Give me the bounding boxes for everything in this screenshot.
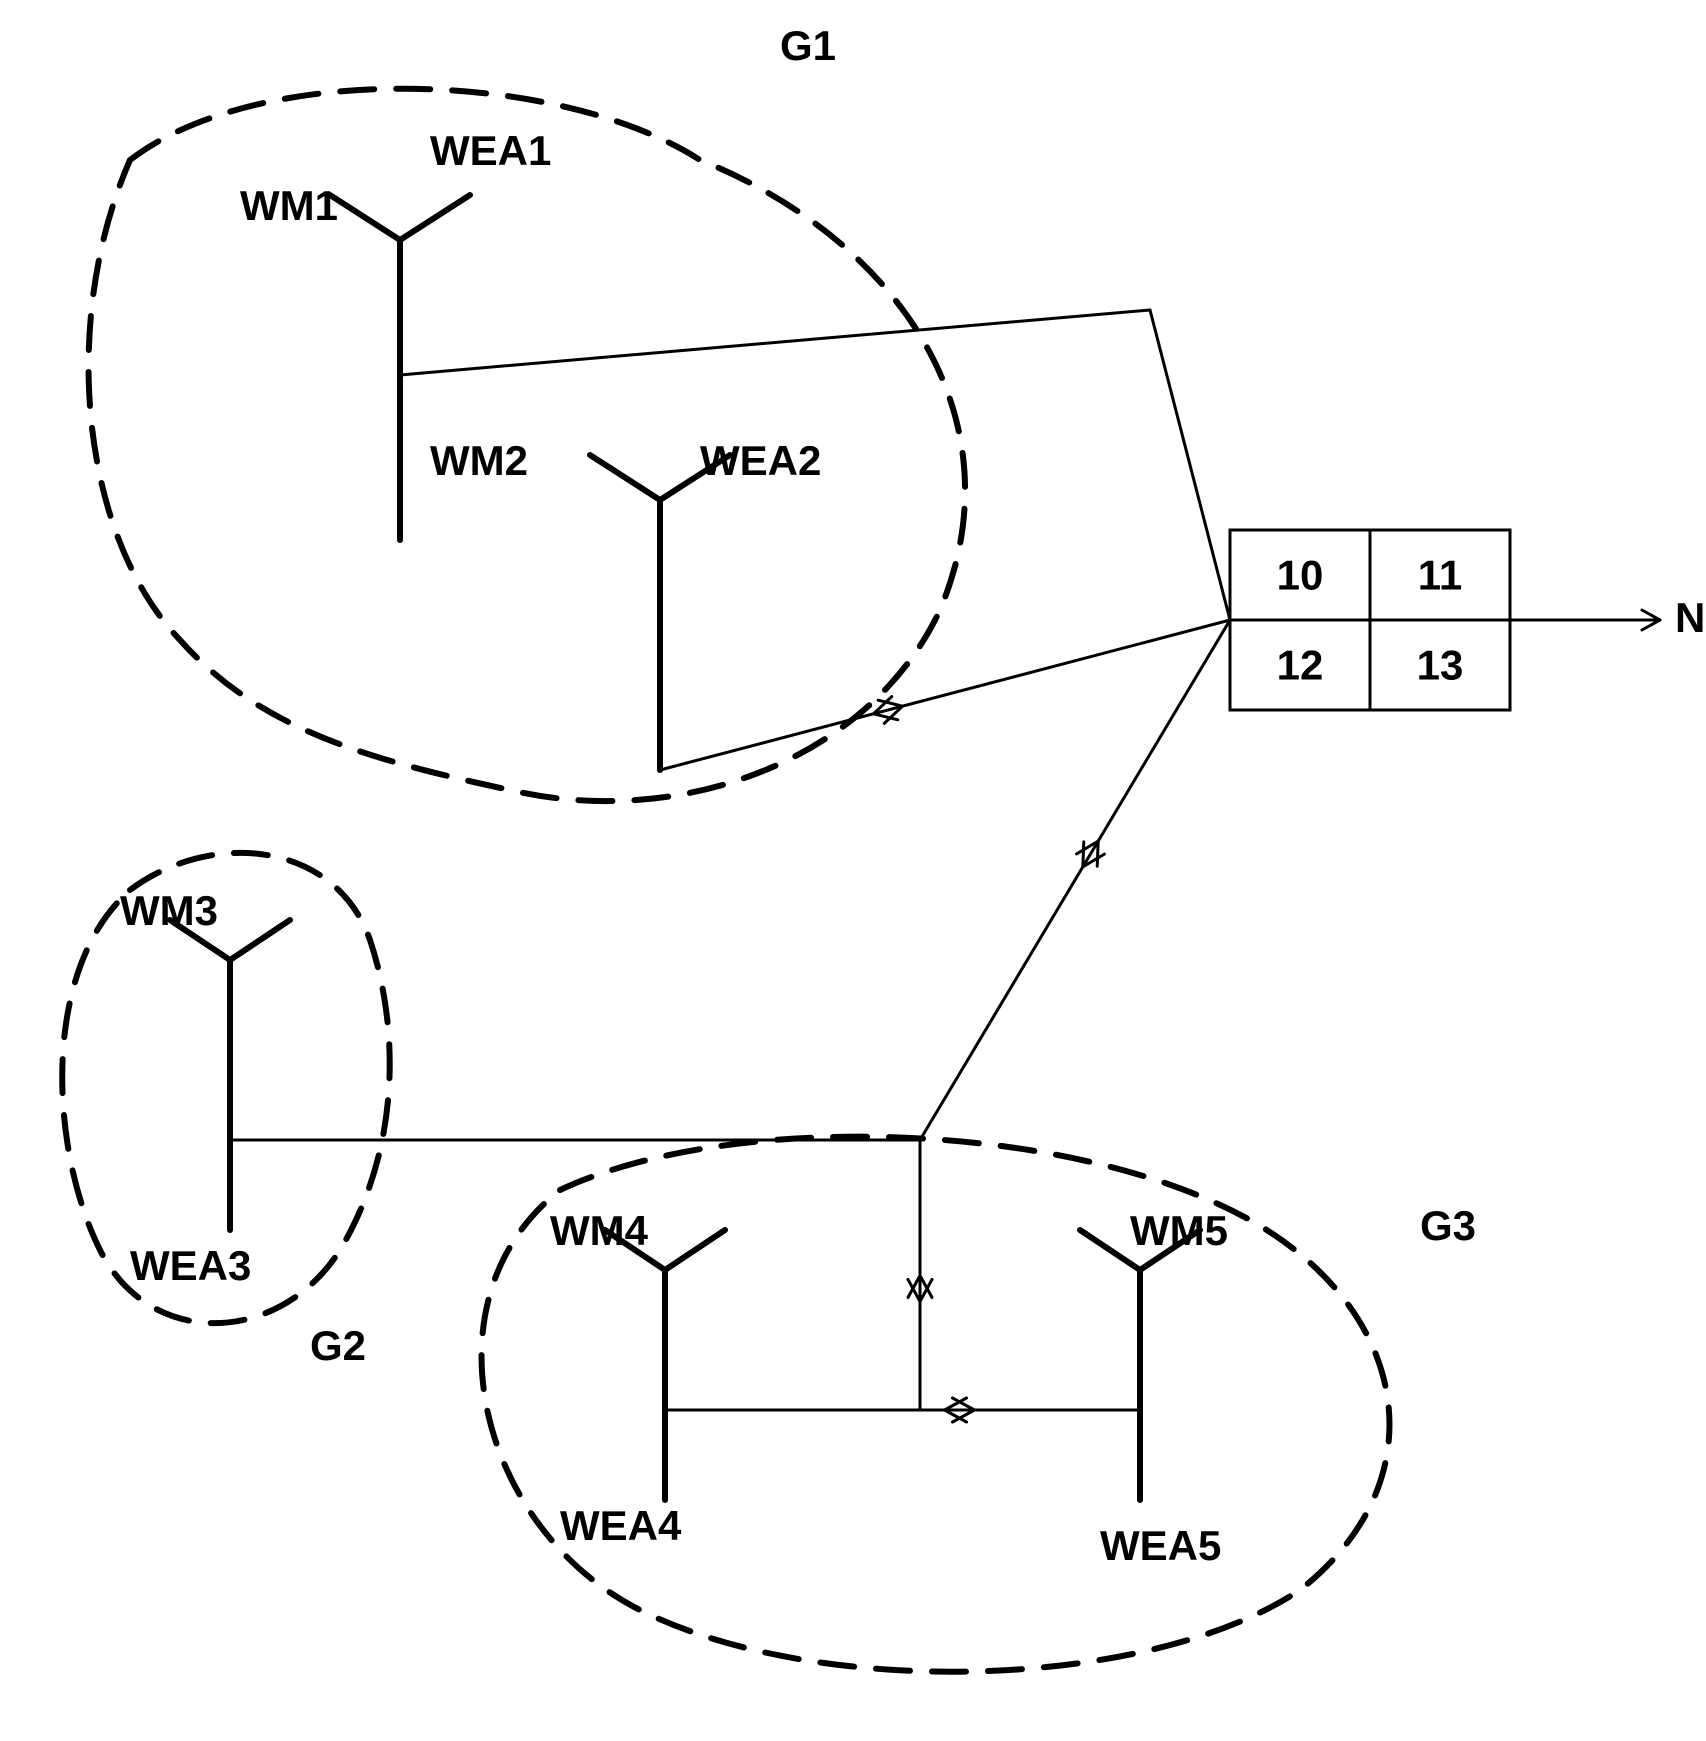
turbine-blade-r-wea1 [400, 195, 470, 240]
turbine-blade-r-wea4 [665, 1230, 725, 1270]
label-wea1: WEA1 [430, 127, 551, 174]
turbine-blade-r-wea3 [230, 920, 290, 960]
group-label-g3: G3 [1420, 1202, 1476, 1249]
hub-cell-11: 11 [1418, 552, 1462, 599]
label-wm4: WM4 [550, 1207, 649, 1254]
net-label: N [1675, 594, 1705, 641]
label-wm3: WM3 [120, 887, 218, 934]
label-wea2: WEA2 [700, 437, 821, 484]
hub-cell-13: 13 [1417, 642, 1464, 689]
group-label-g2: G2 [310, 1322, 366, 1369]
link-hub-junction [920, 620, 1230, 1140]
label-wm2: WM2 [430, 437, 528, 484]
link-wea1-corner [400, 310, 1150, 375]
label-wea5: WEA5 [1100, 1522, 1221, 1569]
label-wm1: WM1 [240, 182, 338, 229]
link-corner-hub [1150, 310, 1230, 620]
group-label-g1: G1 [780, 22, 836, 69]
label-wea4: WEA4 [560, 1502, 682, 1549]
hub-cell-12: 12 [1277, 642, 1324, 689]
hub-cell-10: 10 [1277, 552, 1324, 599]
label-wm5: WM5 [1130, 1207, 1228, 1254]
label-wea3: WEA3 [130, 1242, 251, 1289]
link-wea2-hub [660, 620, 1230, 770]
turbine-blade-l-wea2 [590, 455, 660, 500]
turbine-blade-l-wea1 [330, 195, 400, 240]
